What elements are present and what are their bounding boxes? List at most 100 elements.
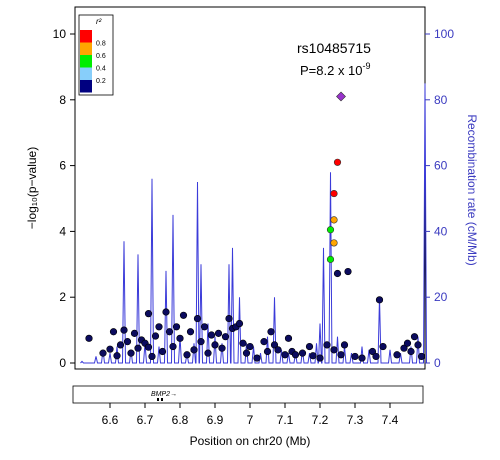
- snp-point: [417, 352, 426, 361]
- left-tick-label: 2: [59, 290, 66, 304]
- snp-point: [85, 334, 93, 342]
- snp-point: [309, 352, 317, 360]
- legend-swatch: [80, 30, 92, 43]
- snp-point: [225, 314, 233, 323]
- left-tick-label: 0: [59, 356, 66, 370]
- snp-point: [158, 347, 167, 356]
- snp-point: [253, 354, 261, 362]
- x-tick-label: 7.3: [347, 413, 364, 427]
- snp-point: [368, 347, 377, 356]
- x-tick-label: 7.1: [277, 413, 294, 427]
- snp-point: [316, 354, 324, 362]
- legend-swatch: [80, 67, 92, 80]
- x-axis-title: Position on chr20 (Mb): [190, 434, 311, 448]
- snp-point: [239, 339, 247, 347]
- snp-point: [260, 338, 268, 346]
- snp-point: [407, 347, 415, 356]
- snp-point: [337, 351, 345, 359]
- snp-point: [176, 334, 184, 342]
- x-tick-label: 7: [247, 413, 254, 427]
- x-tick-label: 7.4: [382, 413, 399, 427]
- snp-point: [403, 339, 412, 347]
- snp-point: [270, 341, 279, 349]
- right-tick-label: 0: [434, 356, 441, 370]
- right-tick-label: 20: [434, 290, 448, 304]
- snp-point: [410, 333, 419, 341]
- legend-swatch: [80, 55, 92, 68]
- snp-point: [113, 352, 121, 360]
- snp-point: [127, 349, 135, 357]
- pvalue-exponent: -9: [363, 61, 371, 71]
- snp-point-ld: [326, 226, 335, 234]
- snp-point: [281, 351, 289, 359]
- legend-swatch: [80, 42, 92, 55]
- legend-swatches: 0.8 0.6 0.4 0.2: [80, 30, 106, 93]
- snp-point-ld: [326, 255, 335, 263]
- snp-point-ld: [330, 189, 338, 198]
- snp-point: [242, 349, 251, 357]
- plot-frame: [74, 6, 426, 370]
- snp-point: [186, 328, 195, 336]
- snp-point: [144, 343, 153, 351]
- snp-point-ld: [330, 216, 338, 224]
- snp-point: [106, 345, 114, 353]
- lead-snp-id: rs10485715: [297, 40, 371, 56]
- right-y-axis: 0 20 40 60 80 100: [425, 27, 454, 370]
- snp-point: [221, 333, 230, 341]
- legend-label: 0.2: [96, 78, 106, 85]
- snp-point: [172, 323, 181, 331]
- left-tick-label: 10: [53, 27, 67, 41]
- snp-point: [204, 349, 212, 357]
- snp-point: [214, 329, 223, 337]
- snp-point: [333, 269, 342, 278]
- x-tick-label: 6.8: [172, 413, 189, 427]
- snp-point: [200, 323, 209, 331]
- ld-legend: r² 0.8 0.6 0.4 0.2: [78, 14, 114, 96]
- snp-point: [291, 351, 300, 359]
- left-axis-title: −log₁₀(p−value): [25, 147, 39, 229]
- right-tick-label: 40: [434, 224, 448, 238]
- snp-point-ld: [333, 158, 342, 166]
- snp-point: [165, 328, 174, 336]
- snp-point: [123, 338, 132, 346]
- snp-point: [375, 296, 384, 304]
- gene-exon-2: [161, 398, 163, 401]
- x-axis: 6.6 6.7 6.8 6.9 7 7.1 7.2 7.3 7.4: [102, 403, 399, 427]
- left-tick-label: 8: [59, 93, 66, 107]
- snp-point: [151, 332, 160, 340]
- snp-point: [274, 346, 282, 354]
- recombination-rate-line: [80, 83, 427, 364]
- snp-point: [109, 328, 118, 336]
- snp-point: [169, 342, 177, 351]
- right-tick-label: 80: [434, 93, 448, 107]
- snp-point-ld: [330, 239, 338, 247]
- snp-point: [298, 349, 307, 357]
- snp-point: [344, 267, 352, 276]
- snp-point: [305, 342, 314, 351]
- right-tick-label: 100: [434, 27, 454, 41]
- gene-exon-1: [157, 398, 159, 401]
- snp-point: [144, 310, 153, 318]
- legend-title: r²: [96, 17, 102, 26]
- x-tick-label: 6.6: [102, 413, 119, 427]
- snp-point: [130, 329, 139, 337]
- snp-point: [414, 341, 422, 349]
- left-tick-label: 6: [59, 159, 66, 173]
- snp-point: [351, 352, 359, 361]
- snp-point: [263, 347, 272, 356]
- snp-point: [358, 354, 366, 362]
- snp-point: [155, 323, 163, 331]
- snp-point: [183, 351, 191, 359]
- snp-point: [372, 352, 380, 361]
- snp-point: [190, 346, 198, 354]
- gene-label: BMP2→: [151, 391, 177, 398]
- right-tick-label: 60: [434, 159, 448, 173]
- right-axis-title: Recombination rate (cM/Mb): [465, 114, 479, 265]
- pvalue-base: P=8.2 x 10: [300, 63, 363, 78]
- snp-point: [148, 352, 156, 361]
- snp-point: [400, 344, 408, 352]
- left-y-axis: 0 2 4 6 8 10: [53, 27, 75, 370]
- snp-point: [330, 346, 338, 354]
- snp-point: [379, 342, 387, 351]
